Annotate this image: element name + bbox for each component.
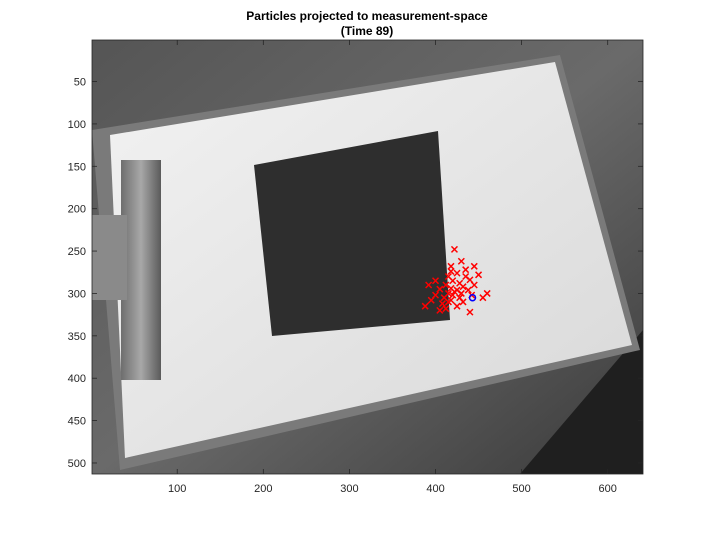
particle-marker [453,269,461,277]
measurement-marker [468,293,477,302]
x-tick-label: 100 [168,483,186,495]
particle-marker [442,281,450,289]
particle-marker [470,262,478,270]
y-axis: 50 100 150 200 250 300 350 400 450 500 [68,77,643,470]
particle-marker [425,281,433,289]
particle-marker [436,285,444,293]
background-image [92,40,643,474]
particle-marker [438,300,446,308]
x-tick-label: 200 [254,483,272,495]
chart-subtitle: (Time 89) [341,24,393,38]
particle-marker [483,289,491,297]
x-tick-label: 400 [426,483,444,495]
particle-marker [436,306,444,314]
y-tick-label: 200 [68,204,86,216]
particle-marker [431,277,440,285]
particle-marker [475,271,483,279]
y-tick-label: 500 [68,458,86,470]
y-tick-label: 50 [74,77,86,89]
y-tick-label: 150 [68,161,86,173]
x-tick-label: 600 [599,483,617,495]
x-axis: 100 200 300 400 500 600 [168,40,617,495]
particles-layer [421,245,491,316]
chart-title: Particles projected to measurement-space [246,9,488,23]
particle-marker [457,257,465,265]
y-tick-label: 250 [68,246,86,258]
particle-marker [442,305,450,313]
axes-box [91,39,644,475]
particle-marker [462,272,470,281]
particle-marker [459,283,467,291]
y-tick-label: 350 [68,331,86,343]
y-tick-label: 400 [68,373,86,385]
y-tick-label: 300 [68,288,86,300]
y-tick-label: 450 [68,416,86,428]
x-tick-label: 300 [340,483,358,495]
particle-marker [462,266,470,274]
particle-marker [447,262,455,270]
y-tick-label: 100 [68,119,86,131]
particle-marker [450,288,458,296]
particle-marker [427,296,435,304]
particle-marker [444,298,452,306]
particle-marker [449,277,457,285]
particle-marker [464,286,472,294]
x-tick-label: 500 [512,483,530,495]
particle-marker [459,298,467,306]
particle-marker [457,289,465,297]
particle-marker [453,302,461,310]
particle-marker [449,291,457,299]
particle-marker [447,267,455,275]
particle-marker [450,245,458,253]
particle-marker [470,281,478,289]
particle-marker [421,302,429,310]
particle-marker [466,308,474,316]
